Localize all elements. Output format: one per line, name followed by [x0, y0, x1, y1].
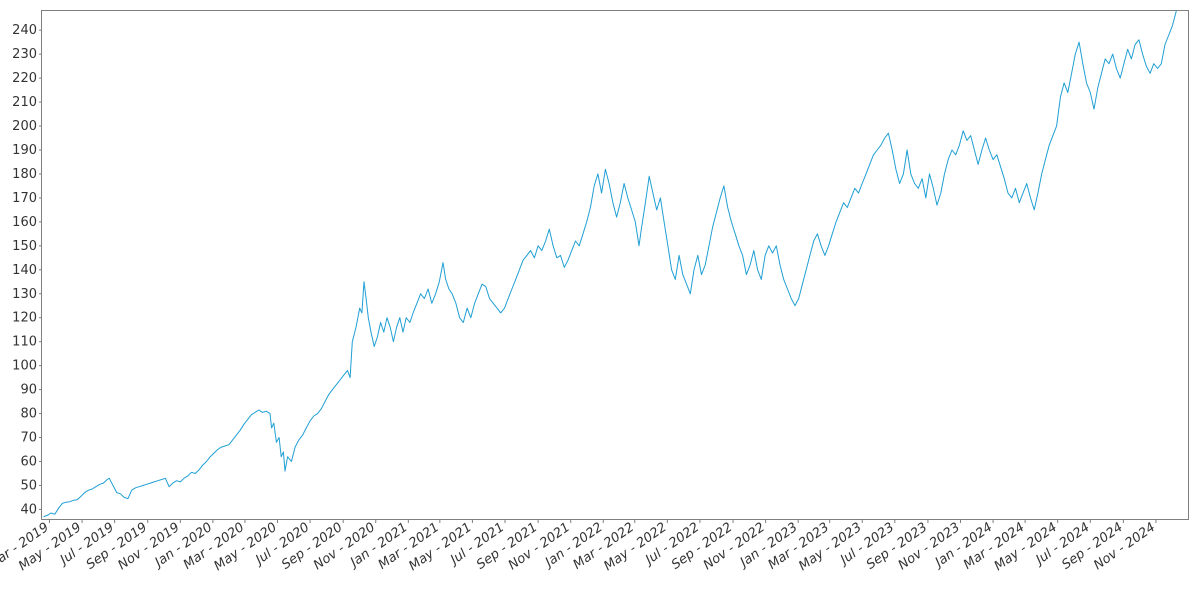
y-tick-label: 240 [12, 23, 37, 38]
y-tick-label: 160 [12, 215, 37, 230]
y-tick-label: 220 [12, 71, 37, 86]
series-line [43, 10, 1177, 518]
series-layer [43, 10, 1177, 518]
y-tick-label: 130 [12, 287, 37, 302]
y-tick-label: 110 [12, 335, 37, 350]
plot-area [41, 10, 1189, 520]
y-tick-label: 40 [20, 502, 37, 517]
y-tick-label: 50 [20, 478, 37, 493]
y-tick-label: 100 [12, 359, 37, 374]
y-tick-label: 80 [20, 407, 37, 422]
y-tick-label: 150 [12, 239, 37, 254]
y-tick-label: 230 [12, 47, 37, 62]
y-tick-label: 60 [20, 454, 37, 469]
y-axis: 40 50 60 70 80 90 100 110 120 130 140 150 160 170 180 1… [12, 23, 42, 517]
y-tick-label: 120 [12, 311, 37, 326]
y-tick-label: 90 [20, 383, 37, 398]
y-tick-label: 170 [12, 191, 37, 206]
y-tick-label: 210 [12, 95, 37, 110]
y-tick-label: 70 [20, 431, 37, 446]
y-tick-label: 140 [12, 263, 37, 278]
y-tick-label: 200 [12, 119, 37, 134]
y-tick-label: 180 [12, 167, 37, 182]
y-tick-label: 190 [12, 143, 37, 158]
